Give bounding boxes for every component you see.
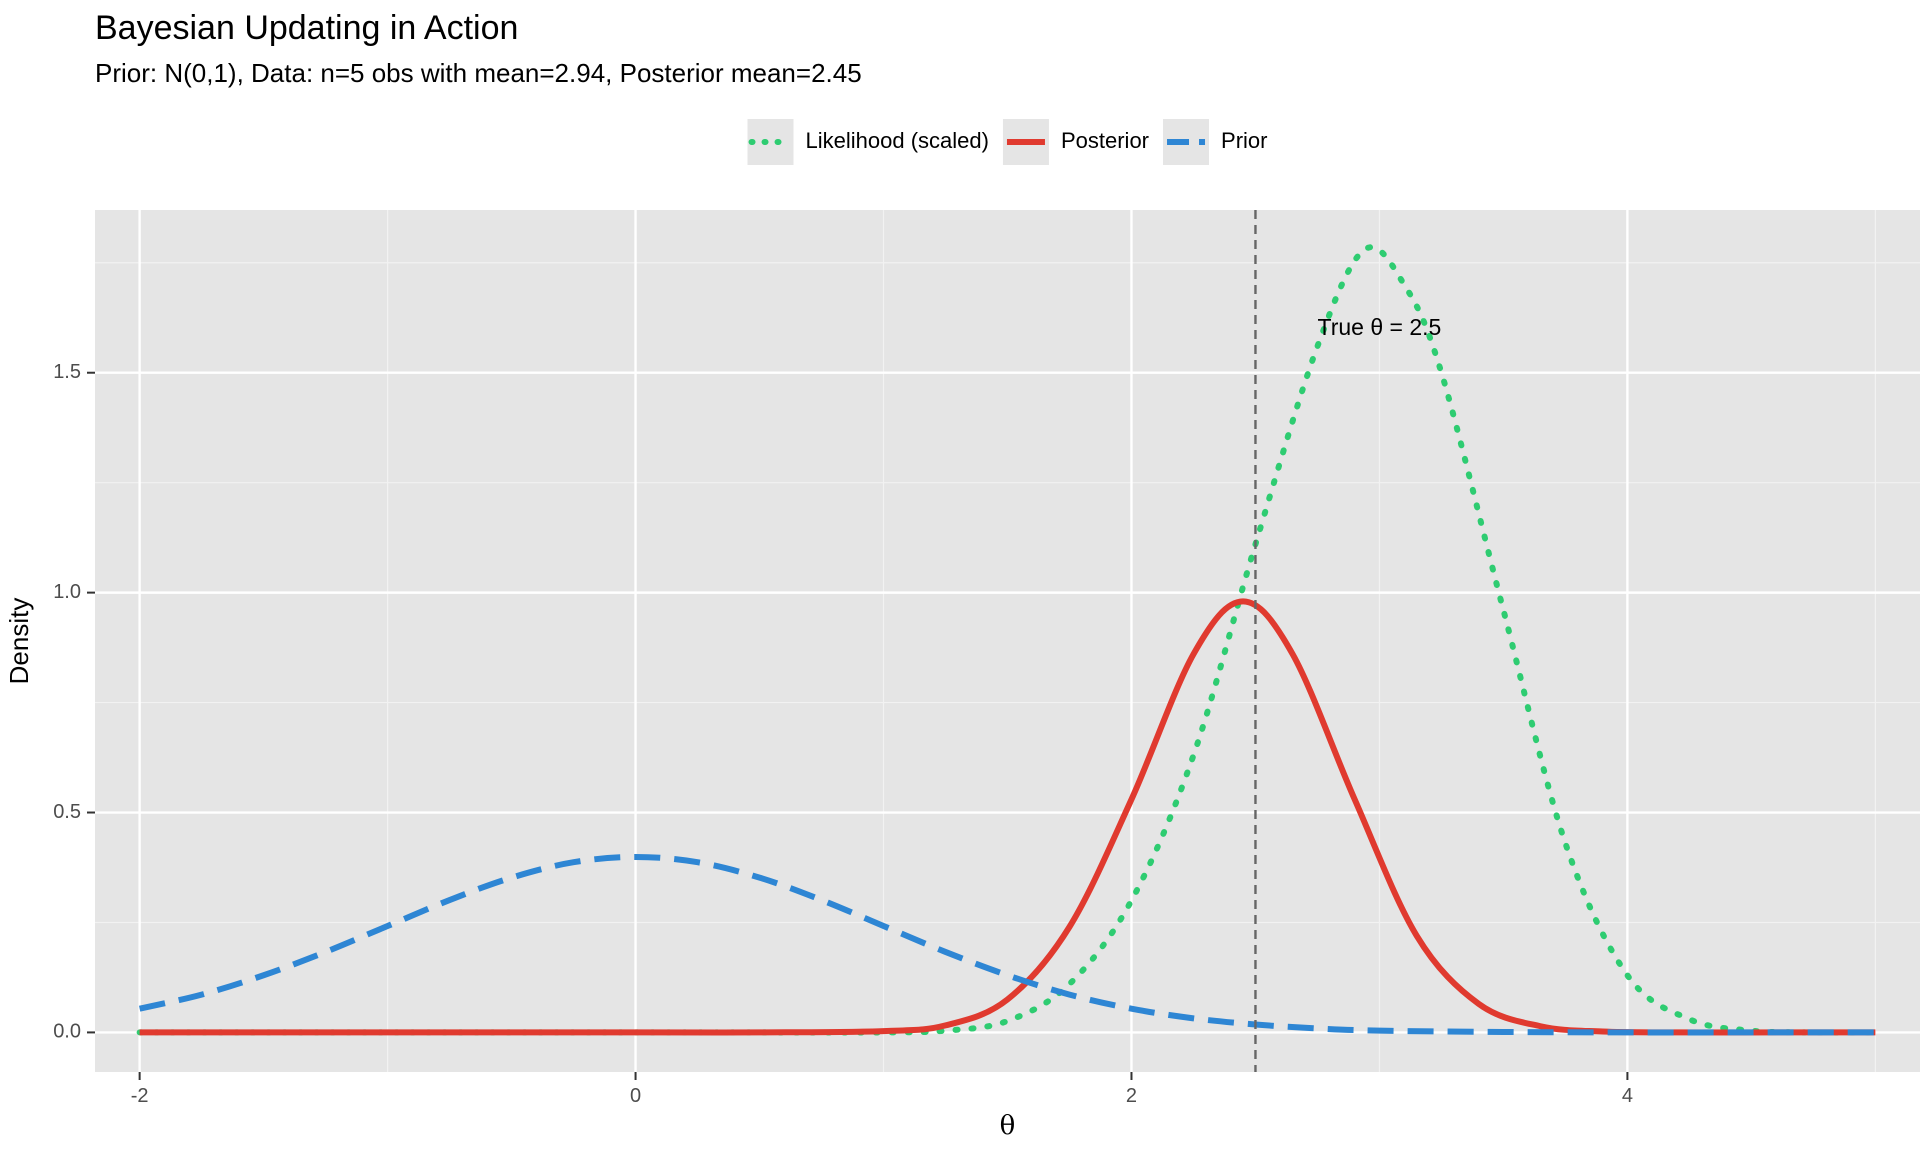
series-line-likelihood-scaled <box>136 244 1879 1036</box>
y-axis: 0.0 0.5 1.0 1.5 <box>53 361 95 1043</box>
legend-label: Prior <box>1221 128 1267 153</box>
series-line-prior <box>138 853 1876 1036</box>
legend-item-prior: Prior <box>1163 119 1267 165</box>
x-tick-label: -2 <box>131 1085 149 1107</box>
annotation-true-theta: True θ = 2.5 <box>1318 314 1442 340</box>
series-line-posterior <box>139 598 1876 1036</box>
y-axis-title: Density <box>4 598 34 685</box>
y-tick-label: 1.5 <box>53 361 81 383</box>
x-axis-title: θ <box>1000 1111 1016 1141</box>
x-axis: -2 0 2 4 <box>131 1072 1633 1107</box>
chart-subtitle: Prior: N(0,1), Data: n=5 obs with mean=2… <box>95 58 862 88</box>
series-lines <box>136 244 1879 1036</box>
y-tick-label: 0.5 <box>53 801 81 823</box>
plot-panel: True θ = 2.5 <box>95 210 1920 1072</box>
chart-title: Bayesian Updating in Action <box>95 9 518 47</box>
y-tick-label: 1.0 <box>53 581 81 603</box>
legend: Likelihood (scaled) Posterior Prior <box>747 119 1267 165</box>
x-tick-label: 0 <box>630 1085 641 1107</box>
legend-label: Likelihood (scaled) <box>806 128 989 153</box>
x-tick-label: 4 <box>1622 1085 1633 1107</box>
legend-item-likelihood-scaled: Likelihood (scaled) <box>747 119 989 165</box>
legend-label: Posterior <box>1061 128 1149 153</box>
legend-item-posterior: Posterior <box>1002 119 1149 165</box>
x-tick-label: 2 <box>1126 1085 1137 1107</box>
y-tick-label: 0.0 <box>53 1021 81 1043</box>
panel-background <box>95 210 1920 1072</box>
